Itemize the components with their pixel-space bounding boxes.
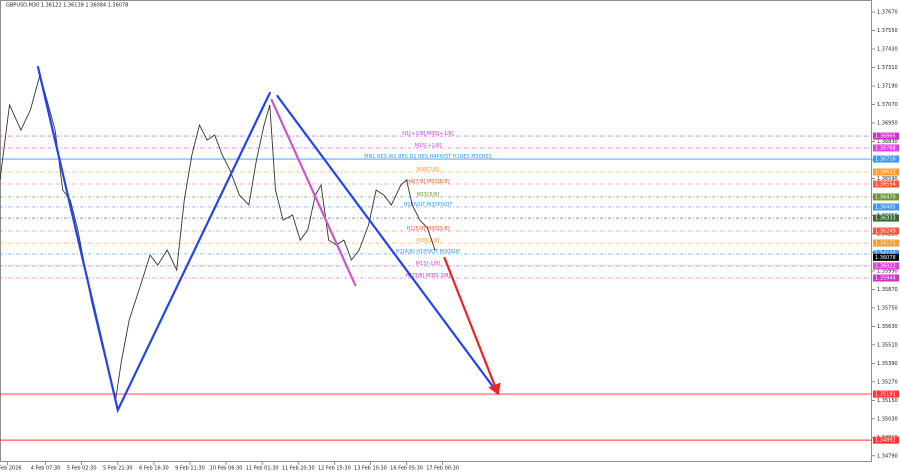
price-box-label: 1.36333	[875, 216, 896, 222]
price-box-label: 1.34892	[875, 438, 896, 444]
price-line	[0, 73, 436, 399]
level-label: H4[7/8] M30[6/8]	[406, 179, 449, 185]
x-tick-label: 6 Feb 16:30	[139, 466, 169, 472]
x-tick-label: 5 Feb 02:30	[67, 466, 97, 472]
price-box-label: 1.36554	[875, 181, 896, 187]
x-tick-label: 17 Feb 00:30	[426, 466, 459, 472]
y-tick-label: 1.37550	[877, 28, 898, 34]
price-box	[873, 132, 899, 140]
price-box	[873, 168, 899, 176]
trend-line	[276, 94, 499, 395]
y-tick-label: 1.37070	[877, 102, 898, 108]
price-box-label: 1.36470	[875, 194, 896, 200]
trend-line	[443, 256, 501, 396]
trend-line	[36, 65, 271, 414]
level-label: H1PIVOT M30PIVOT	[404, 202, 454, 208]
y-tick-label: 1.35990	[877, 268, 898, 274]
level-label: M30[7/8]	[417, 167, 440, 173]
chart-title: GBPUSD,M30 1.36122 1.36139 1.36084 1.360…	[6, 3, 128, 9]
y-tick-label: 1.34790	[877, 453, 898, 459]
price-box	[873, 155, 899, 163]
x-tick-label: 11 Feb 20:30	[282, 466, 315, 472]
level-label: M15[-1/8]	[416, 261, 440, 267]
price-box-label: 1.36022	[875, 263, 896, 269]
last-price-box	[873, 253, 899, 261]
y-tick-label: 1.35630	[877, 324, 898, 330]
level-label: MN1 RES W1 RES D1 RES H4PIVOT H1RES M30R…	[364, 154, 492, 160]
level-label: H1[+1/8] M30[+1/8]	[402, 131, 454, 137]
y-tick-label: 1.35510	[877, 342, 898, 348]
price-box	[873, 239, 899, 247]
price-box-label: 1.35944	[875, 276, 896, 282]
price-box	[873, 180, 899, 188]
y-tick-label: 1.35750	[877, 305, 898, 311]
level-label: H1[3/8] M30[-2/8]	[406, 273, 451, 279]
x-tick-label: 13 Feb 10:30	[354, 466, 387, 472]
x-tick-label: 10 Feb 06:30	[210, 466, 243, 472]
level-label: M15[5/8]	[417, 192, 440, 198]
price-box-label: 1.36865	[875, 134, 896, 140]
trend-line	[270, 98, 357, 287]
x-tick-label: 4 Feb 07:30	[31, 466, 61, 472]
y-tick-label: 1.36590	[877, 176, 898, 182]
price-box-label: 1.36716	[875, 157, 896, 163]
price-box-label: 1.36249	[875, 229, 896, 235]
x-tick-label: 12 Feb 15:30	[318, 466, 351, 472]
x-tick-label: 5 Feb 21:30	[103, 466, 133, 472]
x-tick-label: 9 Feb 11:30	[175, 466, 205, 472]
price-box	[873, 203, 899, 211]
y-tick-label: 1.36830	[877, 139, 898, 145]
price-box	[873, 227, 899, 235]
x-tick-label: 3 Feb 2026	[0, 466, 22, 472]
y-tick-label: 1.35270	[877, 379, 898, 385]
level-label: H1[4/8] H1PIVOT M30SUP	[396, 249, 460, 255]
price-box-label: 1.36171	[875, 241, 896, 247]
y-tick-label: 1.35390	[877, 361, 898, 367]
price-box-label: 1.36405	[875, 204, 896, 210]
price-box	[873, 144, 899, 152]
y-tick-label: 1.36950	[877, 120, 898, 126]
price-box	[873, 214, 899, 222]
level-label: M30[2/8]	[417, 238, 440, 244]
price-box-label: 1.35191	[875, 392, 896, 398]
y-tick-label: 1.35150	[877, 398, 898, 404]
x-tick-label: 16 Feb 05:30	[390, 466, 423, 472]
price-box	[873, 193, 899, 201]
price-box	[873, 436, 899, 444]
price-box	[873, 390, 899, 398]
level-label: M15[+1/8]	[415, 143, 442, 149]
price-box-label: 1.36788	[875, 145, 896, 151]
price-box	[873, 262, 899, 270]
y-tick-label: 1.37670	[877, 10, 898, 16]
y-tick-label: 1.37430	[877, 47, 898, 53]
y-tick-label: 1.37310	[877, 65, 898, 71]
x-tick-label: 11 Feb 01:30	[246, 466, 279, 472]
price-box	[873, 274, 899, 282]
y-tick-label: 1.35870	[877, 287, 898, 293]
price-box-label: 1.36632	[875, 169, 896, 175]
y-tick-label: 1.35030	[877, 416, 898, 422]
y-tick-label: 1.37190	[877, 83, 898, 89]
last-price-label: 1.36078	[875, 255, 896, 261]
